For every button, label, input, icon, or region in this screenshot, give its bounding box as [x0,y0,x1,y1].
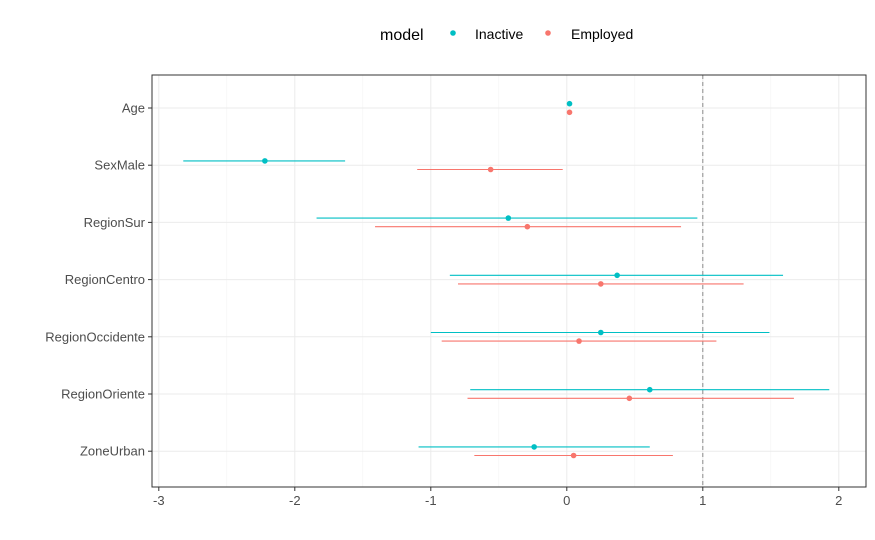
point-inactive [598,329,604,336]
point-inactive [505,215,512,221]
point-employed [576,338,582,344]
legend-title: model [380,27,424,44]
y-tick-label: RegionSur [84,215,146,230]
point-employed [570,452,577,459]
x-tick-label: -1 [425,493,437,508]
point-employed [598,281,604,287]
point-employed [566,109,573,116]
x-tick-label: 2 [835,493,842,508]
point-inactive [614,272,620,279]
legend-key-inactive [450,30,456,36]
legend-label-inactive: Inactive [475,26,523,42]
y-axis-labels: Age SexMale RegionSur RegionCentro RegionOcc… [45,101,152,459]
y-tick-label: Age [122,101,145,116]
plot-panel [151,74,867,488]
x-tick-label: -3 [153,493,165,508]
point-inactive [262,158,268,164]
x-tick-label: 1 [699,493,706,508]
x-axis: -3 -2 -1 0 1 2 [153,487,842,508]
point-employed [487,166,494,173]
y-tick-label: RegionOriente [61,387,145,402]
point-employed [626,395,633,402]
legend-key-employed [545,30,551,36]
panel-border [151,74,867,488]
y-tick-label: ZoneUrban [80,444,145,459]
legend-label-employed: Employed [571,26,633,42]
y-tick-label: SexMale [94,158,145,173]
x-tick-label: 0 [563,493,570,508]
x-tick-label: -2 [289,493,301,508]
y-tick-label: RegionCentro [65,272,145,287]
grid-lines [152,75,866,487]
point-inactive [566,100,573,107]
legend: model Inactive Employed [380,26,633,44]
y-tick-label: RegionOccidente [45,329,145,344]
point-employed [524,223,531,230]
point-inactive [646,386,653,393]
data-marks [183,100,830,459]
point-inactive [531,444,537,450]
panel-background [152,75,866,487]
